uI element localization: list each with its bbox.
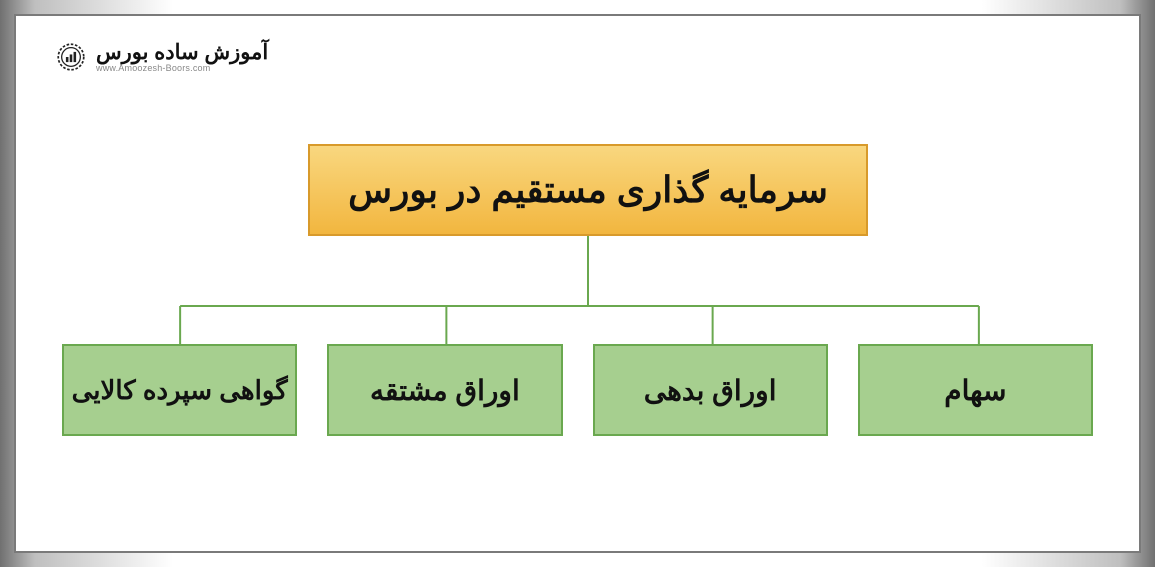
child-label: اوراق بدهی xyxy=(644,374,777,407)
tree-children-row: گواهی سپرده کالایی اوراق مشتقه اوراق بده… xyxy=(62,344,1093,436)
child-label: گواهی سپرده کالایی xyxy=(72,375,288,406)
tree-child-node: اوراق مشتقه xyxy=(327,344,562,436)
logo-title: آموزش ساده بورس xyxy=(96,41,268,64)
globe-chart-icon xyxy=(54,40,88,74)
logo-text: آموزش ساده بورس www.Amoozesh-Boors.com xyxy=(96,41,268,74)
tree-root-node: سرمایه گذاری مستقیم در بورس xyxy=(308,144,868,236)
tree-child-node: اوراق بدهی xyxy=(593,344,828,436)
tree-child-node: سهام xyxy=(858,344,1093,436)
child-label: سهام xyxy=(944,374,1006,407)
tree-connectors xyxy=(16,16,1143,555)
diagram-frame: آموزش ساده بورس www.Amoozesh-Boors.com س… xyxy=(14,14,1141,553)
tree-child-node: گواهی سپرده کالایی xyxy=(62,344,297,436)
logo-subtitle: www.Amoozesh-Boors.com xyxy=(96,64,268,74)
child-label: اوراق مشتقه xyxy=(370,374,520,407)
root-label: سرمایه گذاری مستقیم در بورس xyxy=(348,169,828,211)
site-logo: آموزش ساده بورس www.Amoozesh-Boors.com xyxy=(54,40,268,74)
